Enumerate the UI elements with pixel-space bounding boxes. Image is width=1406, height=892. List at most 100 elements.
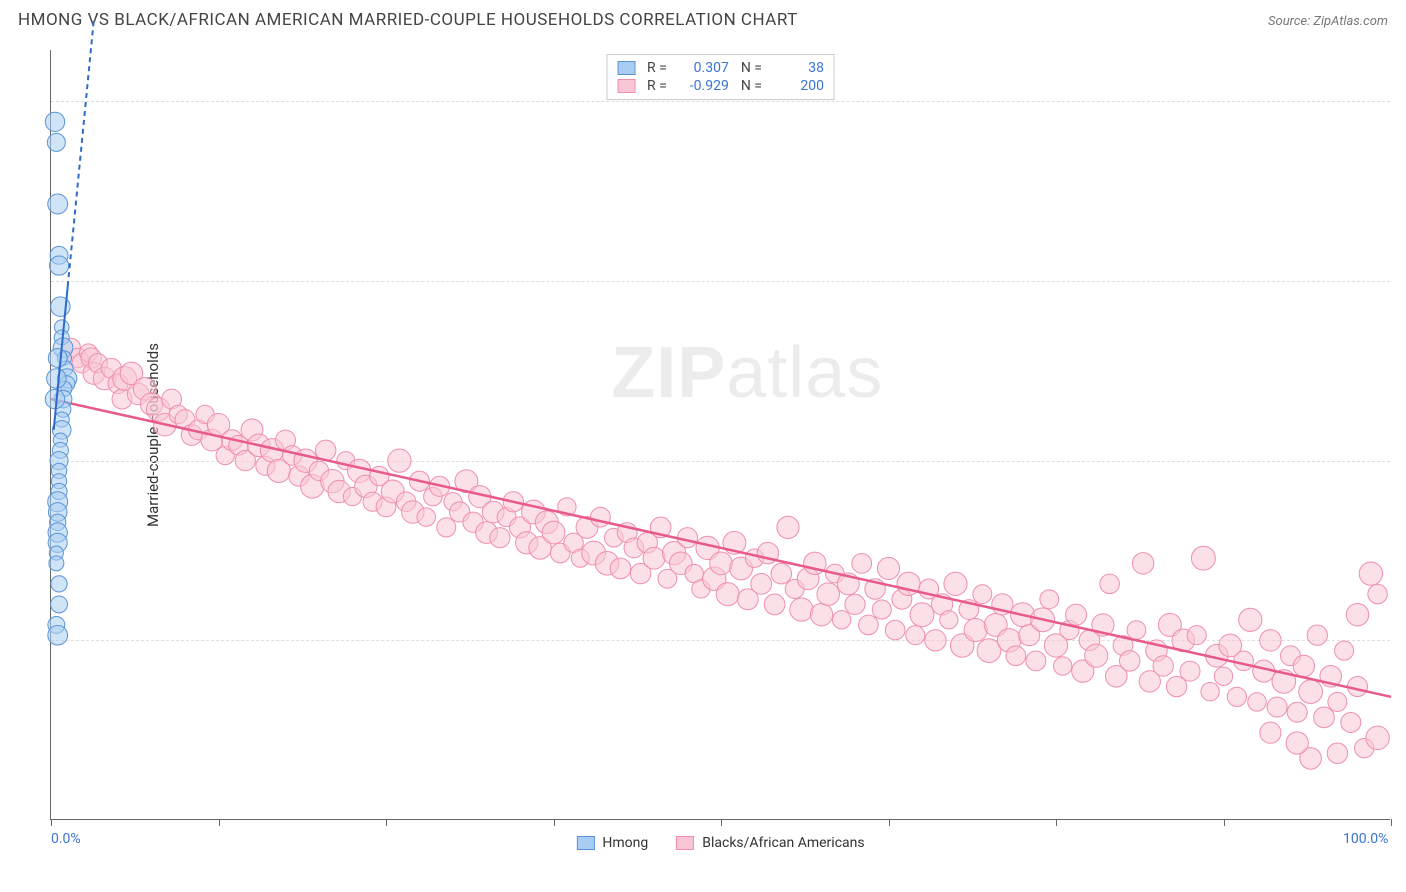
- data-point: [885, 620, 905, 640]
- data-point: [1100, 574, 1119, 593]
- data-point: [1040, 590, 1059, 609]
- data-point: [1187, 626, 1206, 645]
- data-point: [1267, 697, 1287, 717]
- legend-series: Hmong Blacks/African Americans: [576, 835, 864, 851]
- data-point: [1248, 693, 1266, 711]
- data-point: [1214, 667, 1232, 685]
- data-point: [790, 598, 813, 621]
- data-point: [877, 557, 899, 579]
- data-point: [388, 449, 411, 472]
- data-point: [1307, 625, 1327, 645]
- x-tick: [386, 819, 387, 826]
- data-point: [48, 625, 68, 645]
- data-point: [925, 630, 946, 651]
- data-point: [1132, 553, 1153, 574]
- data-point: [1335, 641, 1354, 660]
- data-point: [1006, 646, 1026, 666]
- data-point: [716, 583, 739, 606]
- legend-stats: R = 0.307 N = 38 R = -0.929 N = 200: [606, 54, 835, 100]
- x-tick: [219, 819, 220, 826]
- x-tick: [1224, 819, 1225, 826]
- data-point: [51, 596, 68, 613]
- legend-stat-row: R = -0.929 N = 200: [617, 77, 824, 95]
- legend-label: Blacks/African Americans: [702, 835, 864, 851]
- data-point: [1066, 604, 1087, 625]
- data-point: [852, 553, 872, 573]
- data-point: [710, 552, 733, 575]
- data-point: [1127, 621, 1146, 640]
- x-tick: [554, 819, 555, 826]
- x-tick-label: 0.0%: [51, 831, 81, 847]
- data-point: [910, 603, 934, 627]
- data-point: [944, 572, 967, 595]
- data-point: [1239, 608, 1262, 631]
- x-tick: [51, 819, 52, 826]
- legend-stat-row: R = 0.307 N = 38: [617, 59, 824, 77]
- data-point: [764, 594, 785, 615]
- stat-n-value: 38: [774, 60, 824, 76]
- chart-area: Married-couple Households ZIPatlas 27.5%…: [50, 50, 1390, 820]
- data-point: [777, 516, 799, 538]
- trend-line: [51, 399, 1391, 697]
- trend-line-dashed: [68, 19, 94, 286]
- data-point: [1366, 726, 1389, 749]
- data-point: [810, 604, 832, 626]
- data-point: [751, 573, 772, 594]
- x-tick: [1056, 819, 1057, 826]
- stat-n-label: N =: [741, 78, 762, 94]
- data-point: [1328, 692, 1347, 711]
- stat-r-label: R =: [647, 60, 667, 76]
- stat-n-value: 200: [774, 78, 824, 94]
- data-point: [610, 558, 631, 579]
- data-point: [542, 521, 565, 544]
- data-point: [1341, 712, 1361, 732]
- data-point: [872, 600, 891, 619]
- chart-title: HMONG VS BLACK/AFRICAN AMERICAN MARRIED-…: [18, 10, 798, 30]
- data-point: [47, 369, 67, 389]
- legend-label: Hmong: [602, 835, 648, 851]
- x-tick: [1391, 819, 1392, 826]
- data-point: [417, 508, 435, 526]
- data-point: [771, 563, 792, 584]
- legend-item: Blacks/African Americans: [676, 835, 864, 851]
- data-point: [1191, 546, 1215, 570]
- data-point: [49, 256, 68, 275]
- data-point: [973, 585, 992, 604]
- data-point: [1180, 661, 1200, 681]
- scatter-plot: [51, 50, 1390, 819]
- data-point: [1287, 702, 1307, 722]
- data-point: [845, 594, 865, 614]
- header: HMONG VS BLACK/AFRICAN AMERICAN MARRIED-…: [0, 0, 1406, 36]
- data-point: [643, 547, 665, 569]
- data-point: [1293, 655, 1314, 676]
- data-point: [1368, 584, 1387, 603]
- data-point: [48, 194, 68, 214]
- stat-n-label: N =: [741, 60, 762, 76]
- data-point: [1227, 687, 1246, 706]
- data-point: [817, 583, 840, 606]
- data-point: [45, 112, 64, 131]
- data-point: [906, 626, 925, 645]
- stat-r-value: -0.929: [679, 78, 729, 94]
- legend-item: Hmong: [576, 835, 648, 851]
- data-point: [1085, 644, 1108, 667]
- data-point: [490, 528, 510, 548]
- data-point: [1119, 651, 1139, 671]
- x-tick: [721, 819, 722, 826]
- data-point: [1260, 630, 1281, 651]
- data-point: [45, 389, 64, 408]
- stat-r-value: 0.307: [679, 60, 729, 76]
- data-point: [591, 507, 611, 527]
- data-point: [48, 349, 67, 368]
- x-tick: [889, 819, 890, 826]
- legend-swatch: [576, 836, 594, 850]
- legend-swatch: [617, 79, 635, 93]
- stat-r-label: R =: [647, 78, 667, 94]
- data-point: [832, 611, 850, 629]
- data-point: [964, 619, 987, 642]
- data-point: [1327, 743, 1347, 763]
- legend-swatch: [617, 61, 635, 75]
- data-point: [1234, 651, 1254, 671]
- data-point: [1260, 722, 1281, 743]
- data-point: [1286, 732, 1308, 754]
